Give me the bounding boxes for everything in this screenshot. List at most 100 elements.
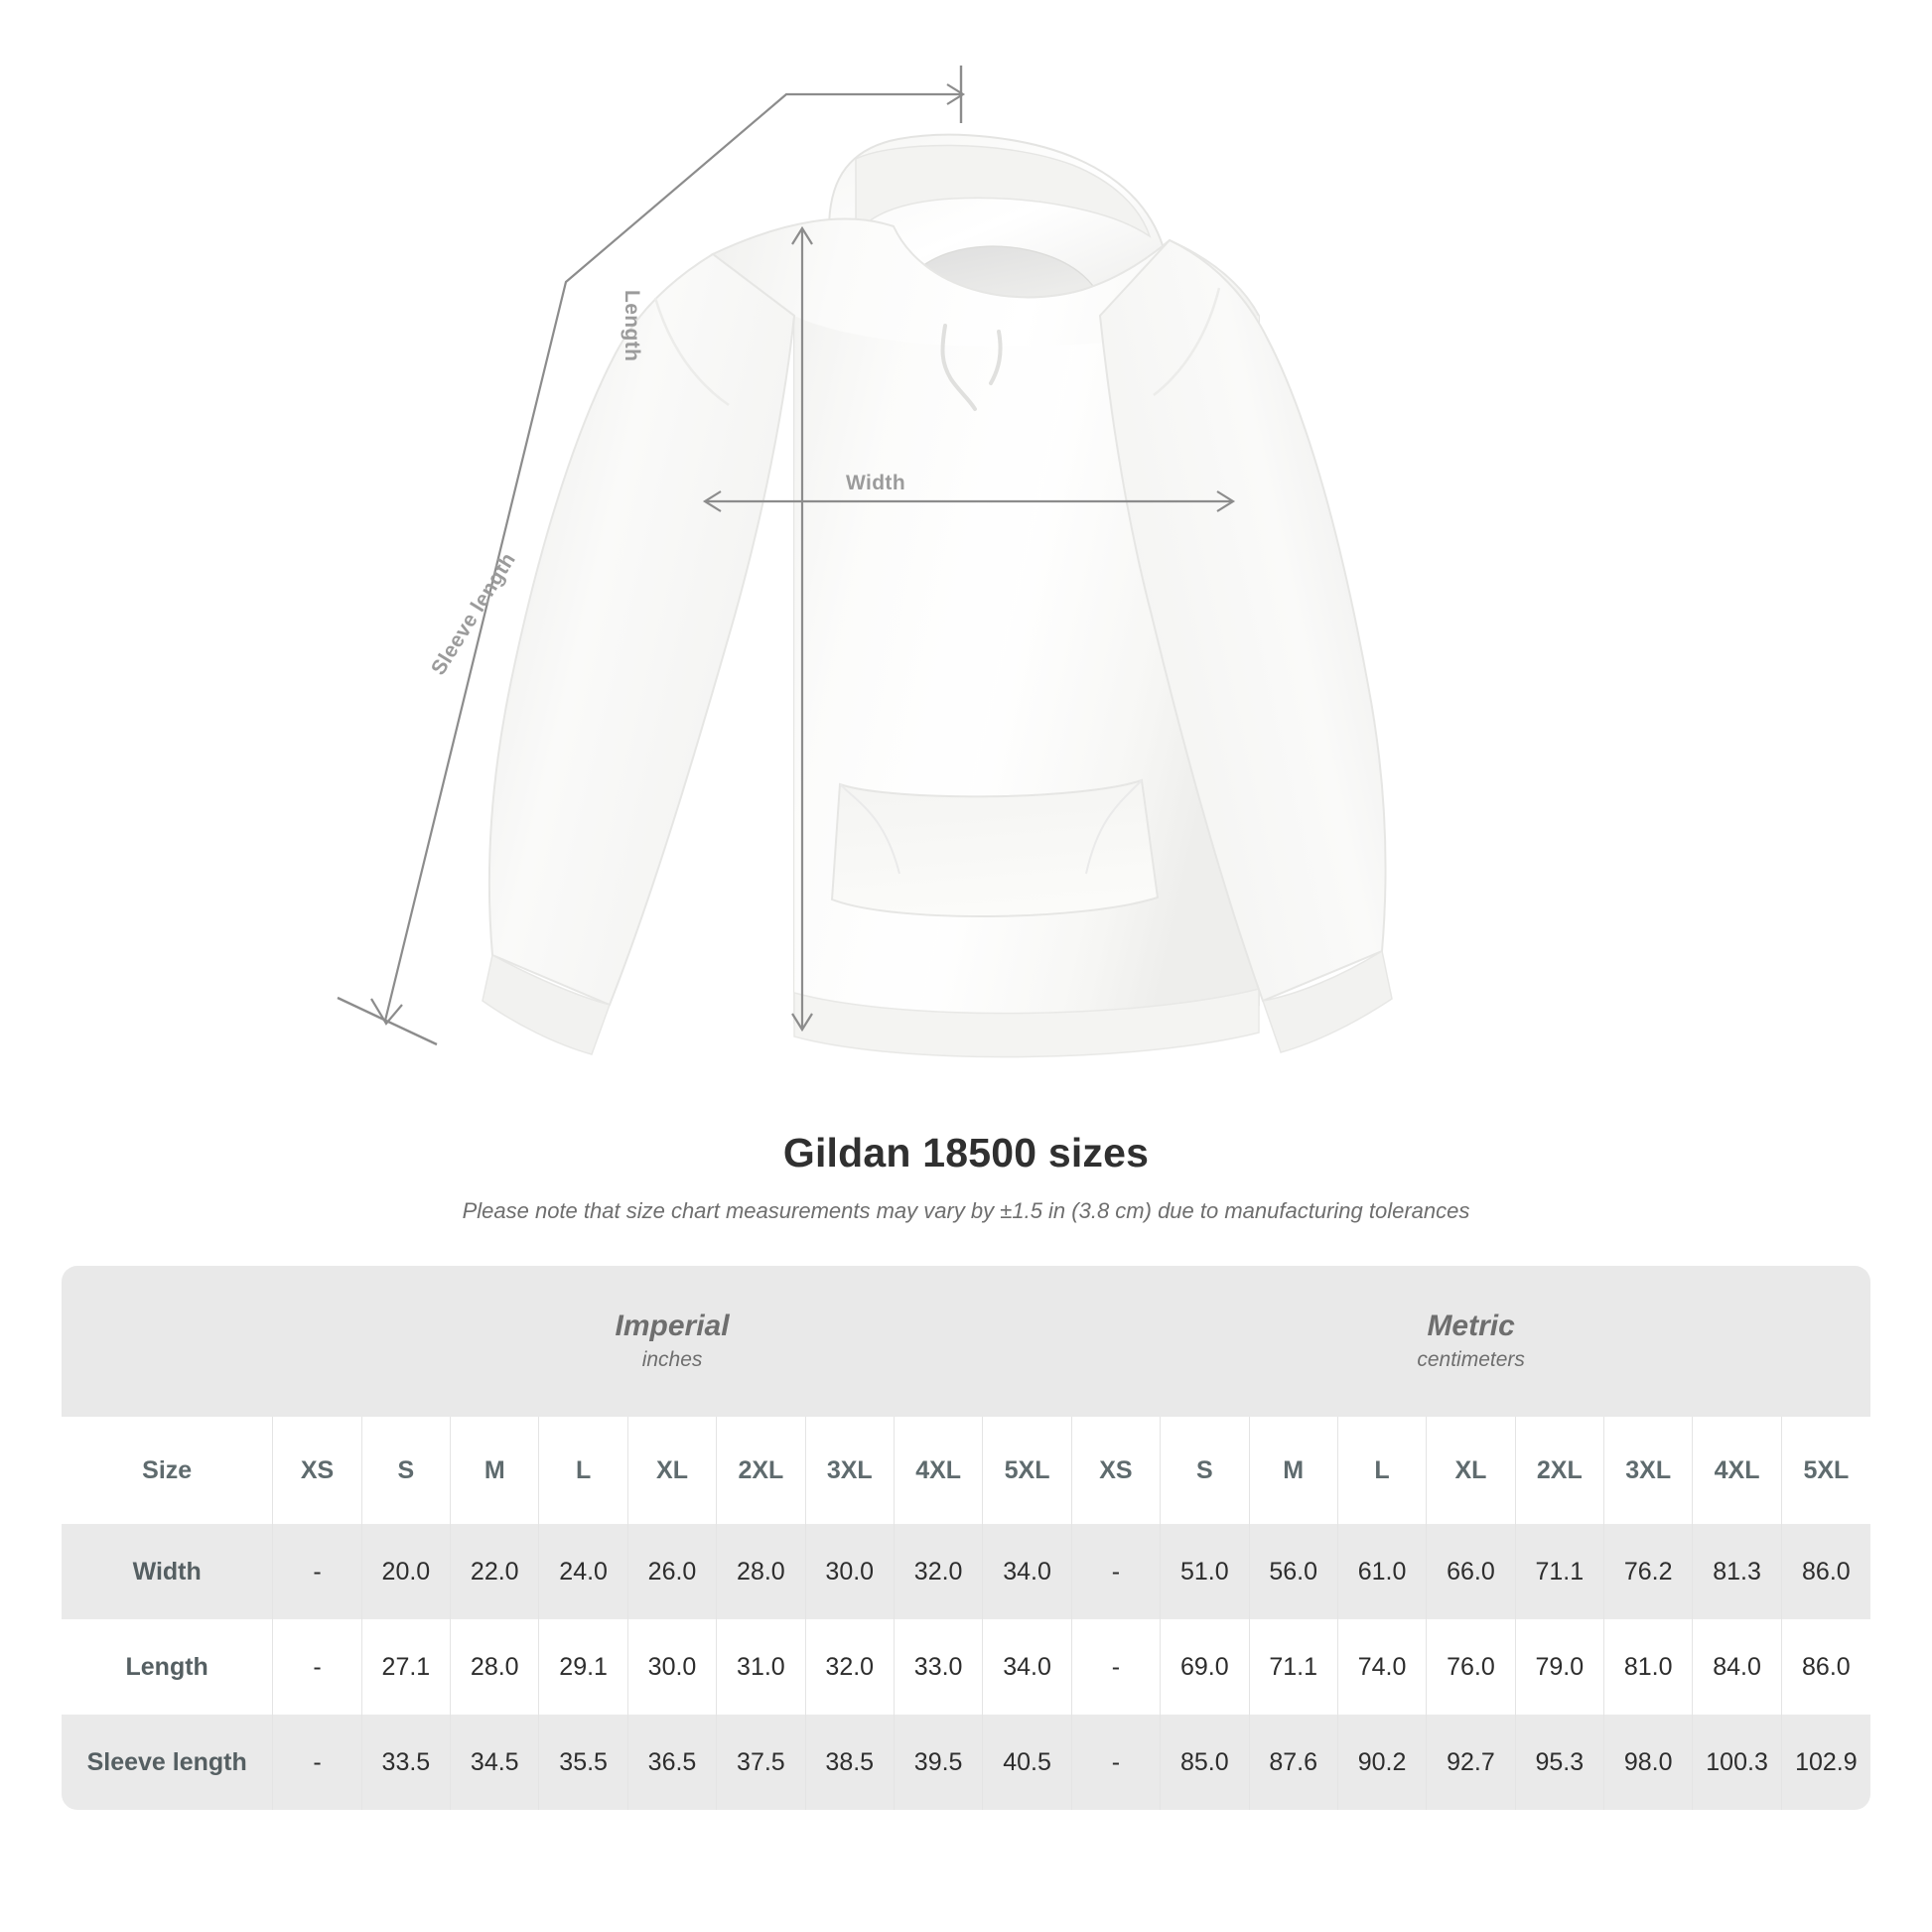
cell-length-metric-5xl: 86.0 <box>1780 1619 1870 1715</box>
table-row: Width -20.0 22.0 24.0 26.0 28.0 30.0 32.0 34.0-5… <box>62 1524 1870 1619</box>
cell-sleeve-length-metric-3xl: 98.0 <box>1602 1715 1693 1810</box>
cell-sleeve-length-imperial-l: 35.5 <box>538 1715 628 1810</box>
size-header-metric-l: L <box>1336 1417 1427 1524</box>
cell-length-imperial-3xl: 32.0 <box>804 1619 895 1715</box>
size-header-metric-4xl: 4XL <box>1692 1417 1782 1524</box>
size-header-imperial-l: L <box>538 1417 628 1524</box>
row-label-length: Length <box>62 1619 273 1715</box>
hoodie-illustration <box>337 66 1393 1058</box>
cell-length-imperial-xl: 30.0 <box>626 1619 717 1715</box>
cell-sleeve-length-imperial-xl: 36.5 <box>626 1715 717 1810</box>
size-header-imperial-4xl: 4XL <box>893 1417 983 1524</box>
cell-width-metric-m: 56.0 <box>1248 1524 1338 1619</box>
cell-width-metric-s: 51.0 <box>1160 1524 1249 1619</box>
garment-diagram: Length Width Sleeve length <box>337 66 1393 1058</box>
cell-width-imperial-s: 20.0 <box>360 1524 451 1619</box>
cell-length-metric-xs: - <box>1070 1619 1161 1715</box>
cell-length-imperial-5xl: 34.0 <box>982 1619 1072 1715</box>
title-block: Gildan 18500 sizes Please note that size… <box>0 1122 1932 1224</box>
tolerance-note: Please note that size chart measurements… <box>462 1198 1470 1223</box>
cell-length-metric-4xl: 84.0 <box>1692 1619 1782 1715</box>
cell-length-imperial-m: 28.0 <box>450 1619 539 1715</box>
cell-length-imperial-2xl: 31.0 <box>716 1619 806 1715</box>
cell-width-imperial-2xl: 28.0 <box>716 1524 806 1619</box>
page-title: Gildan 18500 sizes <box>782 1130 1150 1175</box>
cell-width-metric-xs: - <box>1070 1524 1161 1619</box>
size-header-imperial-m: M <box>450 1417 539 1524</box>
size-column-header: Size <box>62 1417 273 1524</box>
cell-sleeve-length-imperial-2xl: 37.5 <box>716 1715 806 1810</box>
cell-length-metric-2xl: 79.0 <box>1514 1619 1604 1715</box>
cell-sleeve-length-metric-2xl: 95.3 <box>1514 1715 1604 1810</box>
unit-row-corner <box>62 1266 273 1417</box>
size-header-imperial-s: S <box>360 1417 451 1524</box>
cell-width-metric-2xl: 71.1 <box>1514 1524 1604 1619</box>
size-header-row: Size XS S M L XL 2XL 3XL 4XL 5XL XS S M L XL 2XL 3XL 4XL 5… <box>62 1417 1870 1524</box>
cell-sleeve-length-metric-l: 90.2 <box>1336 1715 1427 1810</box>
size-header-imperial-xs: XS <box>272 1417 362 1524</box>
size-header-imperial-2xl: 2XL <box>716 1417 806 1524</box>
unit-system-row: Imperial inches Metric centimeters <box>62 1266 1870 1417</box>
size-header-imperial-3xl: 3XL <box>804 1417 895 1524</box>
cell-sleeve-length-metric-4xl: 100.3 <box>1692 1715 1782 1810</box>
diagram-label-length: Length <box>621 290 643 362</box>
size-header-metric-5xl: 5XL <box>1780 1417 1870 1524</box>
cell-sleeve-length-metric-xs: - <box>1070 1715 1161 1810</box>
cell-sleeve-length-imperial-s: 33.5 <box>360 1715 451 1810</box>
cell-sleeve-length-metric-s: 85.0 <box>1160 1715 1249 1810</box>
cell-sleeve-length-imperial-m: 34.5 <box>450 1715 539 1810</box>
cell-width-imperial-3xl: 30.0 <box>804 1524 895 1619</box>
unit-system-imperial: Imperial inches <box>272 1266 1072 1417</box>
size-header-metric-s: S <box>1160 1417 1249 1524</box>
sleeve-measure-line <box>337 66 966 1046</box>
size-header-metric-3xl: 3XL <box>1602 1417 1693 1524</box>
cell-sleeve-length-imperial-5xl: 40.5 <box>982 1715 1072 1810</box>
cell-width-metric-4xl: 81.3 <box>1692 1524 1782 1619</box>
cell-width-metric-xl: 66.0 <box>1426 1524 1516 1619</box>
unit-system-metric: Metric centimeters <box>1071 1266 1870 1417</box>
size-chart-table: Imperial inches Metric centimeters Size XS S M L… <box>62 1266 1870 1810</box>
cell-length-imperial-s: 27.1 <box>360 1619 451 1715</box>
cell-sleeve-length-metric-5xl: 102.9 <box>1780 1715 1870 1810</box>
size-header-imperial-xl: XL <box>626 1417 717 1524</box>
cell-width-imperial-5xl: 34.0 <box>982 1524 1072 1619</box>
cell-width-metric-l: 61.0 <box>1336 1524 1427 1619</box>
cell-length-metric-l: 74.0 <box>1336 1619 1427 1715</box>
cell-length-metric-3xl: 81.0 <box>1602 1619 1693 1715</box>
cell-length-imperial-xs: - <box>272 1619 362 1715</box>
cell-width-imperial-xs: - <box>272 1524 362 1619</box>
drawstring <box>940 324 1003 411</box>
cell-width-metric-5xl: 86.0 <box>1780 1524 1870 1619</box>
width-measure-line <box>702 490 1236 512</box>
unit-system-unit: centimeters <box>1417 1348 1525 1371</box>
unit-system-unit: inches <box>641 1348 703 1371</box>
right-sleeve-shape <box>1098 238 1393 1053</box>
cell-width-imperial-xl: 26.0 <box>626 1524 717 1619</box>
cell-sleeve-length-metric-xl: 92.7 <box>1426 1715 1516 1810</box>
cell-width-imperial-4xl: 32.0 <box>893 1524 983 1619</box>
size-header-metric-xl: XL <box>1426 1417 1516 1524</box>
cell-length-imperial-4xl: 33.0 <box>893 1619 983 1715</box>
cell-length-metric-xl: 76.0 <box>1426 1619 1516 1715</box>
cell-sleeve-length-metric-m: 87.6 <box>1248 1715 1338 1810</box>
size-header-metric-2xl: 2XL <box>1514 1417 1604 1524</box>
size-header-metric-xs: XS <box>1070 1417 1161 1524</box>
size-header-imperial-5xl: 5XL <box>982 1417 1072 1524</box>
size-table-container: Imperial inches Metric centimeters Size XS S M L… <box>0 1266 1932 1810</box>
cell-sleeve-length-imperial-3xl: 38.5 <box>804 1715 895 1810</box>
unit-system-name: Metric <box>1427 1309 1515 1342</box>
cell-width-imperial-m: 22.0 <box>450 1524 539 1619</box>
cell-width-imperial-l: 24.0 <box>538 1524 628 1619</box>
length-measure-line <box>791 225 813 1033</box>
cell-width-metric-3xl: 76.2 <box>1602 1524 1693 1619</box>
diagram-label-width: Width <box>845 472 906 494</box>
row-label-width: Width <box>62 1524 273 1619</box>
cell-sleeve-length-imperial-4xl: 39.5 <box>893 1715 983 1810</box>
size-header-metric-m: M <box>1248 1417 1338 1524</box>
unit-system-name: Imperial <box>615 1309 730 1342</box>
cell-length-imperial-l: 29.1 <box>538 1619 628 1715</box>
left-sleeve-shape <box>482 252 796 1055</box>
table-row: Length -27.1 28.0 29.1 30.0 31.0 32.0 33.0 34.0-… <box>62 1619 1870 1715</box>
cell-length-metric-s: 69.0 <box>1160 1619 1249 1715</box>
cell-length-metric-m: 71.1 <box>1248 1619 1338 1715</box>
